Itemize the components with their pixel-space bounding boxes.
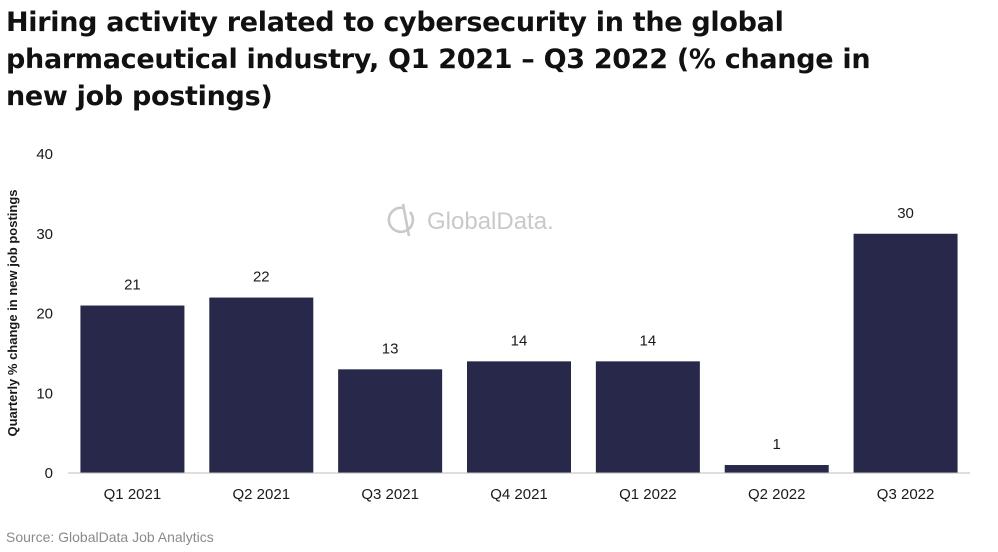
x-tick-label: Q2 2021 xyxy=(233,486,291,503)
chart-title: Hiring activity related to cybersecurity… xyxy=(6,7,871,112)
watermark: GlobalData. xyxy=(387,203,554,237)
watermark-text: GlobalData. xyxy=(427,208,554,235)
y-tick-label: 20 xyxy=(36,306,53,323)
x-tick-label: Q2 2022 xyxy=(748,486,806,503)
data-label: 14 xyxy=(640,332,657,349)
bar xyxy=(724,465,829,473)
y-tick-label: 40 xyxy=(36,146,53,163)
x-axis-ticks: Q1 2021 Q2 2021 Q3 2021 Q4 2021 Q1 2022 Q2 20… xyxy=(104,486,935,503)
data-label: 21 xyxy=(124,277,141,294)
x-tick-label: Q3 2021 xyxy=(361,486,419,503)
y-axis-label: Quarterly % change in new job postings xyxy=(5,189,20,436)
data-label: 14 xyxy=(511,332,528,349)
x-tick-label: Q3 2022 xyxy=(877,486,935,503)
data-label: 22 xyxy=(253,269,270,286)
bar xyxy=(595,361,700,473)
data-label: 30 xyxy=(897,205,914,222)
x-tick-label: Q4 2021 xyxy=(490,486,548,503)
x-tick-label: Q1 2021 xyxy=(104,486,162,503)
globaldata-logo-icon xyxy=(387,203,415,237)
source-note: Source: GlobalData Job Analytics xyxy=(6,529,214,545)
data-label: 13 xyxy=(382,340,399,357)
bar xyxy=(467,361,571,473)
value-labels: 21 22 13 14 14 1 30 xyxy=(124,205,914,453)
y-tick-label: 10 xyxy=(36,385,53,402)
bars xyxy=(80,233,958,473)
y-tick-label: 0 xyxy=(45,465,53,482)
bar xyxy=(338,369,443,473)
bar xyxy=(80,305,185,473)
data-label: 1 xyxy=(773,436,781,453)
y-axis-ticks: 0 10 20 30 40 xyxy=(36,146,53,482)
x-tick-label: Q1 2022 xyxy=(619,486,677,503)
y-tick-label: 30 xyxy=(36,226,53,243)
bar xyxy=(209,297,314,473)
bar xyxy=(853,233,958,473)
